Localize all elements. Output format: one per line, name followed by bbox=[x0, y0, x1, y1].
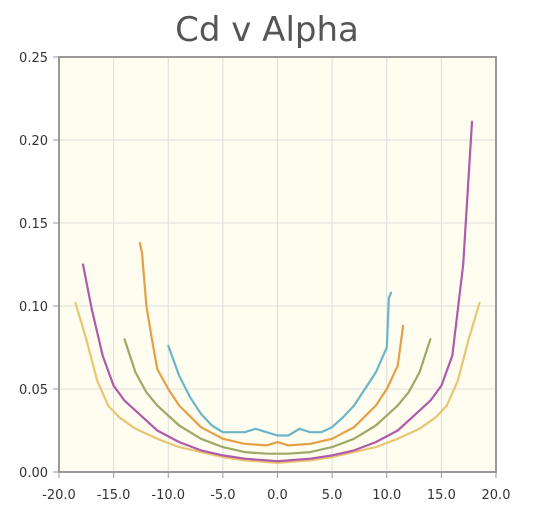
x-tick-label: -20.0 bbox=[42, 488, 76, 503]
y-tick-label: 0.05 bbox=[19, 383, 48, 398]
x-tick-label: 10.0 bbox=[372, 488, 401, 503]
x-tick-label: -5.0 bbox=[210, 488, 235, 503]
x-tick-label: 5.0 bbox=[322, 488, 343, 503]
y-tick-label: 0.25 bbox=[19, 51, 48, 66]
x-tick-label: -10.0 bbox=[151, 488, 185, 503]
chart-title: Cd v Alpha bbox=[175, 10, 359, 50]
x-tick-label: 0.0 bbox=[267, 488, 288, 503]
x-tick-label: 15.0 bbox=[427, 488, 456, 503]
y-tick-label: 0.10 bbox=[19, 300, 48, 315]
y-tick-label: 0.00 bbox=[19, 466, 48, 481]
series-line-4 bbox=[138, 241, 405, 447]
x-tick-label: -15.0 bbox=[97, 488, 131, 503]
tick-labels: -20.0 -15.0 -10.0 -5.0 0.0 5.0 10.0 15.0 20.0 0.0… bbox=[19, 51, 510, 503]
y-tick-label: 0.15 bbox=[19, 217, 48, 232]
series-line-2 bbox=[81, 120, 474, 463]
series-line-3 bbox=[123, 338, 432, 455]
series-line-5 bbox=[167, 291, 393, 437]
plot-frame bbox=[58, 56, 497, 473]
series-layer bbox=[74, 120, 481, 464]
y-tick-label: 0.20 bbox=[19, 134, 48, 149]
series-line-1 bbox=[74, 301, 481, 464]
x-tick-label: 20.0 bbox=[482, 488, 511, 503]
